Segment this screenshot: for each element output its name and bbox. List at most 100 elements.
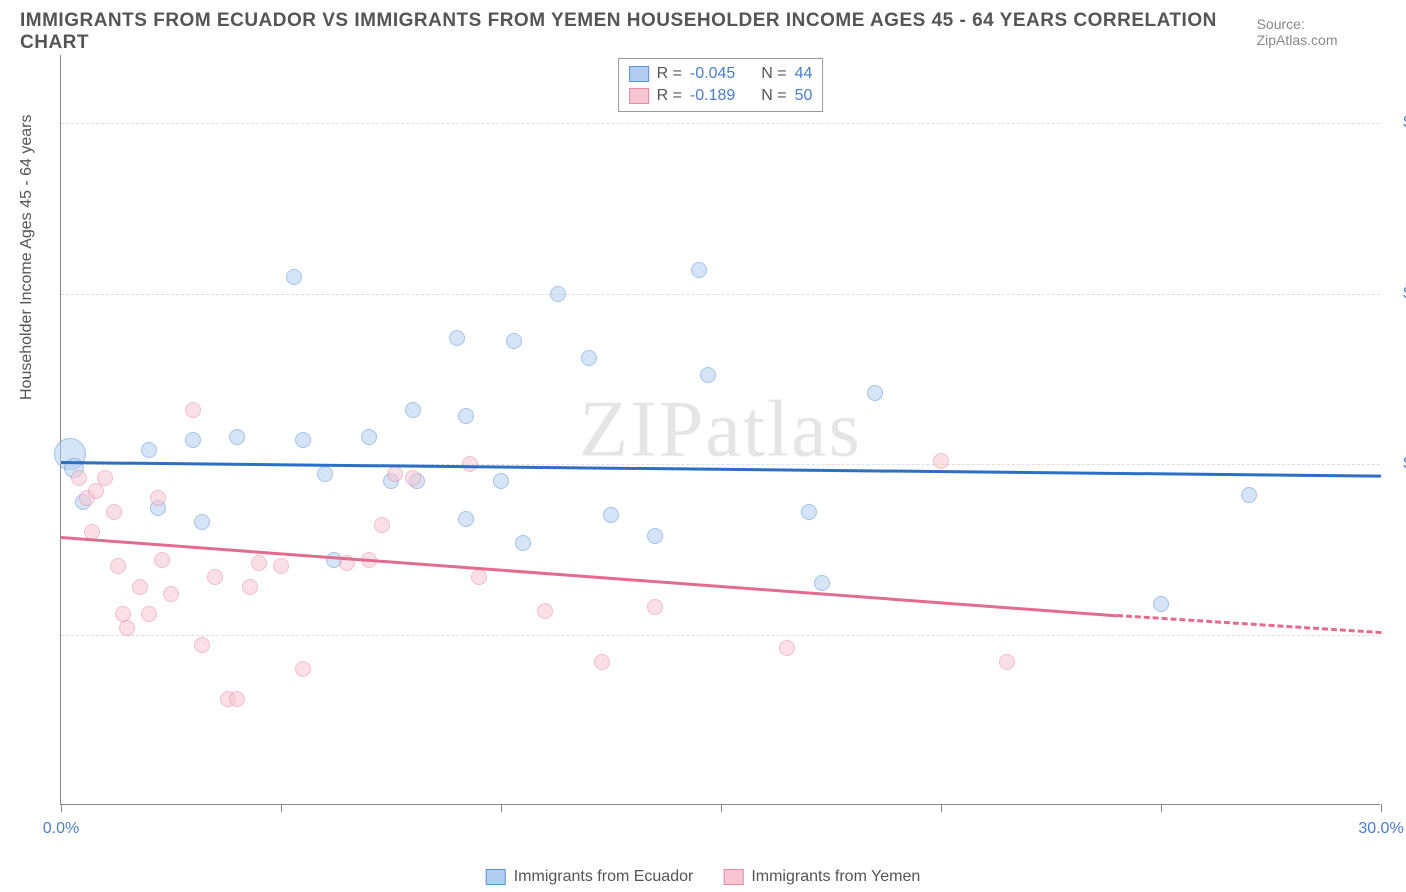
data-point	[106, 504, 122, 520]
data-point	[387, 466, 403, 482]
data-point	[194, 637, 210, 653]
y-tick-label: $50,000	[1390, 626, 1406, 644]
x-tick-mark	[1381, 804, 1382, 812]
gridline	[61, 635, 1380, 636]
legend-label: Immigrants from Yemen	[751, 868, 920, 886]
r-value: -0.189	[690, 87, 735, 105]
legend-swatch	[723, 869, 743, 885]
legend-swatch	[629, 66, 649, 82]
source-attribution: Source: ZipAtlas.com	[1257, 16, 1386, 48]
data-point	[471, 569, 487, 585]
stats-row: R = -0.189 N = 50	[629, 85, 813, 107]
x-tick-mark	[941, 804, 942, 812]
data-point	[867, 385, 883, 401]
y-axis-label: Householder Income Ages 45 - 64 years	[18, 115, 36, 401]
data-point	[88, 483, 104, 499]
series-legend: Immigrants from Ecuador Immigrants from Y…	[486, 868, 921, 886]
x-tick-label: 30.0%	[1358, 820, 1403, 838]
data-point	[185, 432, 201, 448]
data-point	[700, 367, 716, 383]
x-tick-label: 0.0%	[43, 820, 79, 838]
data-point	[581, 350, 597, 366]
legend-label: Immigrants from Ecuador	[514, 868, 694, 886]
n-value: 44	[795, 65, 813, 83]
data-point	[317, 466, 333, 482]
x-tick-mark	[61, 804, 62, 812]
data-point	[594, 654, 610, 670]
data-point	[458, 511, 474, 527]
x-tick-mark	[1161, 804, 1162, 812]
legend-swatch	[629, 88, 649, 104]
data-point	[185, 402, 201, 418]
data-point	[110, 558, 126, 574]
correlation-stats-legend: R = -0.045 N = 44 R = -0.189 N = 50	[618, 58, 824, 112]
watermark: ZIPatlas	[579, 384, 862, 475]
data-point	[603, 507, 619, 523]
data-point	[515, 535, 531, 551]
n-label: N =	[761, 65, 786, 83]
r-value: -0.045	[690, 65, 735, 83]
trend-line	[1117, 614, 1381, 634]
x-tick-mark	[721, 804, 722, 812]
data-point	[295, 661, 311, 677]
data-point	[374, 517, 390, 533]
data-point	[97, 470, 113, 486]
data-point	[493, 473, 509, 489]
stats-row: R = -0.045 N = 44	[629, 63, 813, 85]
data-point	[1153, 596, 1169, 612]
x-tick-mark	[501, 804, 502, 812]
legend-item: Immigrants from Yemen	[723, 868, 920, 886]
data-point	[295, 432, 311, 448]
data-point	[647, 528, 663, 544]
data-point	[814, 575, 830, 591]
data-point	[150, 490, 166, 506]
data-point	[779, 640, 795, 656]
gridline	[61, 123, 1380, 124]
data-point	[405, 402, 421, 418]
data-point	[132, 579, 148, 595]
data-point	[933, 453, 949, 469]
data-point	[242, 579, 258, 595]
r-label: R =	[657, 87, 682, 105]
data-point	[999, 654, 1015, 670]
data-point	[1241, 487, 1257, 503]
source-prefix: Source:	[1257, 16, 1305, 32]
y-tick-label: $100,000	[1390, 455, 1406, 473]
data-point	[691, 262, 707, 278]
data-point	[506, 333, 522, 349]
data-point	[537, 603, 553, 619]
n-label: N =	[761, 87, 786, 105]
data-point	[207, 569, 223, 585]
data-point	[550, 286, 566, 302]
data-point	[462, 456, 478, 472]
legend-item: Immigrants from Ecuador	[486, 868, 694, 886]
data-point	[251, 555, 267, 571]
data-point	[801, 504, 817, 520]
n-value: 50	[795, 87, 813, 105]
y-tick-label: $200,000	[1390, 114, 1406, 132]
source-link[interactable]: ZipAtlas.com	[1257, 32, 1338, 48]
chart-title: IMMIGRANTS FROM ECUADOR VS IMMIGRANTS FR…	[20, 10, 1257, 54]
data-point	[449, 330, 465, 346]
legend-swatch	[486, 869, 506, 885]
data-point	[154, 552, 170, 568]
data-point	[163, 586, 179, 602]
data-point	[141, 606, 157, 622]
data-point	[361, 429, 377, 445]
data-point	[273, 558, 289, 574]
r-label: R =	[657, 65, 682, 83]
data-point	[458, 408, 474, 424]
data-point	[229, 429, 245, 445]
data-point	[647, 599, 663, 615]
data-point	[286, 269, 302, 285]
x-tick-mark	[281, 804, 282, 812]
y-tick-label: $150,000	[1390, 285, 1406, 303]
data-point	[194, 514, 210, 530]
data-point	[141, 442, 157, 458]
data-point	[229, 691, 245, 707]
data-point	[119, 620, 135, 636]
gridline	[61, 294, 1380, 295]
data-point	[71, 470, 87, 486]
scatter-plot-area: ZIPatlas R =-0.045N =44R =-0.189N =50 $5…	[60, 55, 1380, 805]
chart-header: IMMIGRANTS FROM ECUADOR VS IMMIGRANTS FR…	[20, 10, 1386, 54]
